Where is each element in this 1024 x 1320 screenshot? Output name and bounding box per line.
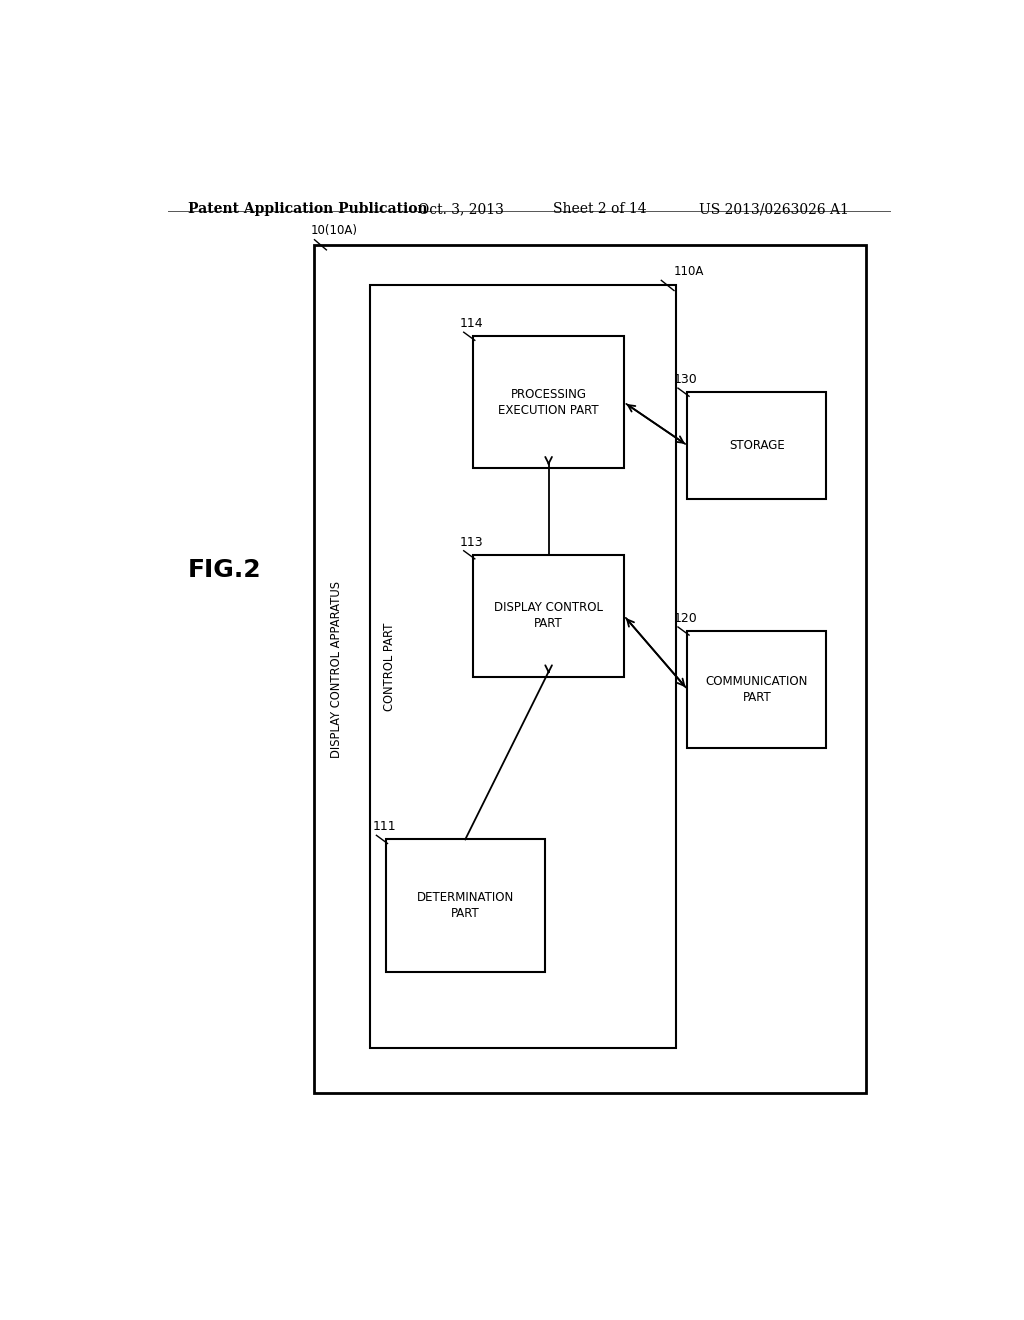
Text: DISPLAY CONTROL APPARATUS: DISPLAY CONTROL APPARATUS [330, 581, 343, 758]
Text: COMMUNICATION
PART: COMMUNICATION PART [706, 675, 808, 704]
Text: 110A: 110A [674, 265, 705, 279]
Text: FIG.2: FIG.2 [187, 558, 261, 582]
Bar [473, 554, 624, 677]
Bar [370, 285, 676, 1048]
Text: US 2013/0263026 A1: US 2013/0263026 A1 [699, 202, 849, 216]
Text: Patent Application Publication: Patent Application Publication [187, 202, 427, 216]
Text: DETERMINATION
PART: DETERMINATION PART [417, 891, 514, 920]
Text: PROCESSING
EXECUTION PART: PROCESSING EXECUTION PART [499, 388, 599, 417]
Text: 10(10A): 10(10A) [310, 223, 357, 236]
Text: STORAGE: STORAGE [729, 440, 784, 451]
Text: 111: 111 [373, 820, 396, 833]
Text: Oct. 3, 2013: Oct. 3, 2013 [418, 202, 504, 216]
Text: 130: 130 [674, 374, 697, 385]
Text: Sheet 2 of 14: Sheet 2 of 14 [553, 202, 646, 216]
Bar [473, 337, 624, 469]
Bar [687, 631, 826, 748]
Text: DISPLAY CONTROL
PART: DISPLAY CONTROL PART [495, 602, 603, 630]
Bar [687, 392, 826, 499]
Text: 113: 113 [460, 536, 483, 549]
Text: 120: 120 [674, 612, 697, 624]
Bar [386, 840, 545, 972]
Text: CONTROL PART: CONTROL PART [383, 623, 396, 710]
Text: 114: 114 [460, 317, 483, 330]
Bar [314, 244, 866, 1093]
